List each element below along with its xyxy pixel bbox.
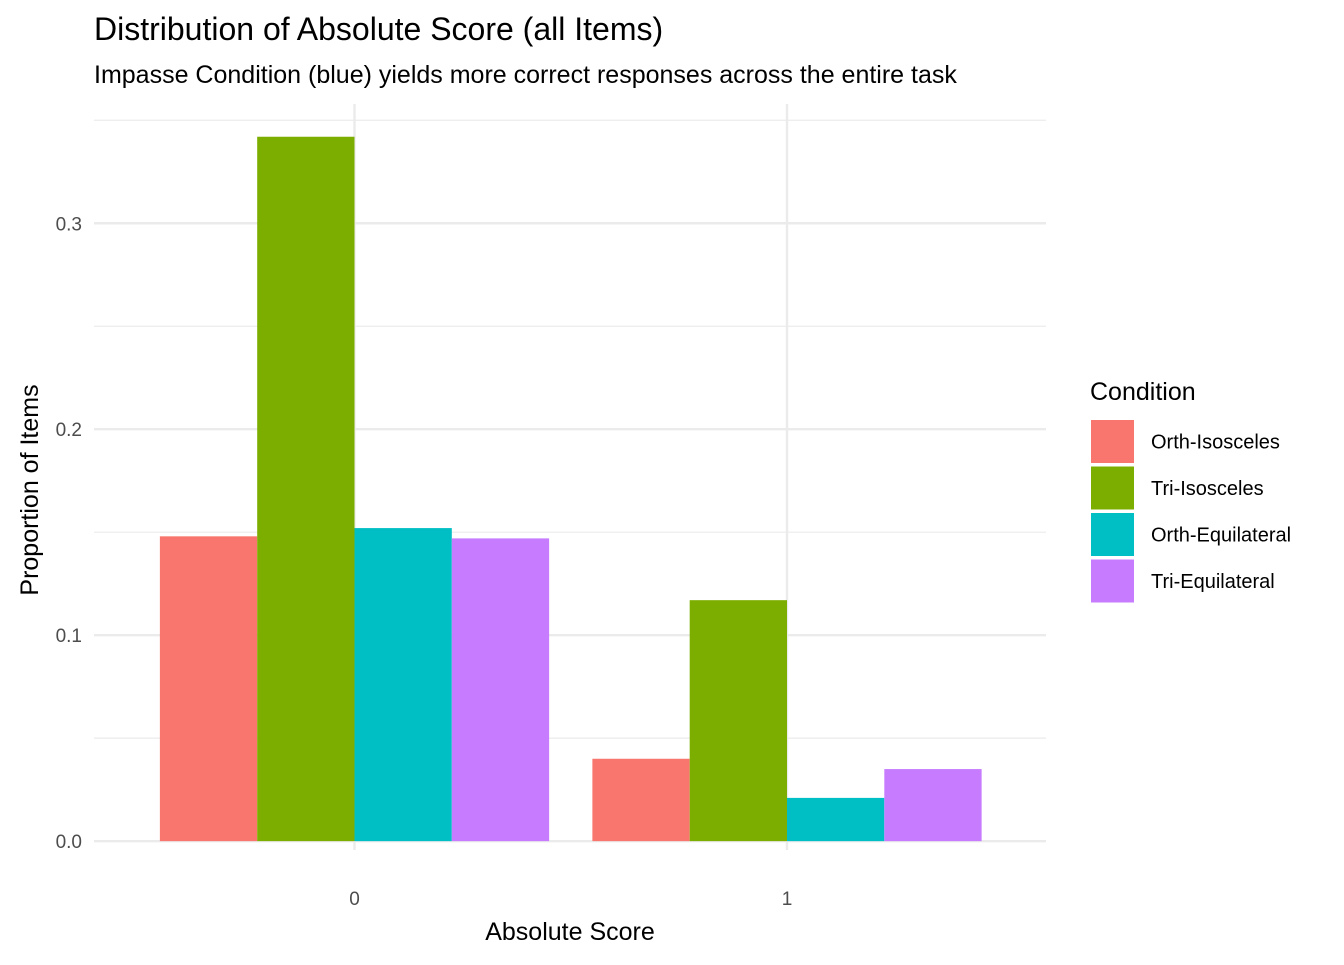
bar-orth-isosceles-1 [592, 758, 690, 842]
legend-label: Orth-Isosceles [1151, 432, 1280, 454]
legend-label: Orth-Equilateral [1151, 525, 1291, 547]
bar-tri-isosceles-0 [257, 136, 355, 842]
x-tick-label: 0 [349, 889, 360, 910]
x-tick-label: 1 [782, 889, 793, 910]
y-tick-label: 0.1 [56, 626, 82, 647]
y-tick-label: 0.0 [56, 832, 82, 853]
legend-swatch [1091, 466, 1134, 510]
chart-title: Distribution of Absolute Score (all Item… [94, 11, 663, 47]
bar-tri-isosceles-1 [689, 600, 787, 842]
bar-orth-isosceles-0 [159, 536, 258, 842]
legend: Condition Orth-IsoscelesTri-IsoscelesOrt… [1090, 378, 1291, 603]
legend-swatch [1091, 513, 1134, 556]
y-tick-label: 0.3 [56, 214, 82, 235]
bar-tri-equilateral-1 [884, 769, 982, 842]
bar-layer [159, 136, 982, 842]
y-axis-title: Proportion of Items [16, 384, 44, 595]
y-tick-label: 0.2 [56, 420, 82, 441]
chart-subtitle: Impasse Condition (blue) yields more cor… [94, 61, 957, 89]
legend-title: Condition [1090, 378, 1196, 406]
bar-tri-equilateral-0 [451, 538, 550, 842]
axis-layer: 0.0 0.1 0.2 0.3 0 1 [56, 214, 793, 910]
bar-orth-equilateral-1 [787, 797, 885, 842]
legend-swatch [1091, 420, 1134, 463]
bar-orth-equilateral-0 [354, 528, 452, 842]
legend-label: Tri-Isosceles [1151, 478, 1264, 500]
legend-items: Orth-Isosceles Tri-Isosceles Orth-Equilate… [1091, 420, 1291, 603]
x-axis-title: Absolute Score [485, 918, 655, 946]
legend-swatch [1091, 559, 1134, 603]
legend-label: Tri-Equilateral [1151, 571, 1275, 593]
